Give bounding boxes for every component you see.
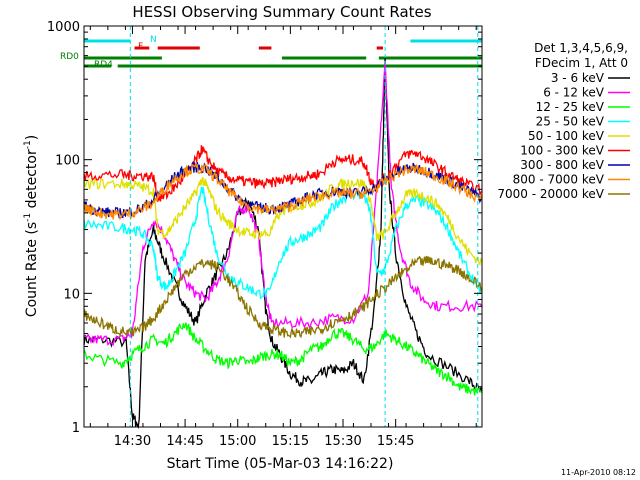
y-axis-label-sup2: -1 (23, 140, 33, 149)
y-tick-label-4: 1000 (47, 20, 80, 35)
y-axis-label-mid: detector (24, 149, 40, 213)
y-axis-label-sup1: -1 (23, 213, 33, 222)
series-line-8 (83, 162, 483, 221)
flag-label-f: F (138, 42, 143, 52)
y-axis-label: Count Rate (s-1 detector-1) (23, 135, 40, 317)
y-axis-label-end: ) (24, 135, 40, 140)
legend-label-6: 100 - 300 keV (520, 144, 604, 158)
legend-label-4: 25 - 50 keV (536, 115, 605, 129)
x-tick-label-6: 15:45 (377, 434, 414, 449)
series-line-3 (83, 322, 483, 396)
y-tick-label-1: 1 (72, 421, 80, 436)
x-tick-label-1: 14:30 (114, 434, 151, 449)
x-tick-label-4: 15:15 (272, 434, 309, 449)
y-tick-label-2: 10 (63, 287, 80, 302)
flag-label-n: N (150, 35, 157, 45)
legend: Det 1,3,4,5,6,9, FDecim 1, Att 0 3 - 6 k… (497, 41, 630, 201)
data-series (83, 57, 483, 430)
legend-header-line-2: FDecim 1, Att 0 (535, 56, 628, 70)
series-line-7 (83, 160, 483, 219)
flag-label-rd0: RD0 (60, 52, 79, 62)
series-line-2 (84, 61, 483, 347)
y-axis-label-main: Count Rate (s (24, 222, 40, 317)
legend-header-line-1: Det 1,3,4,5,6,9, (534, 41, 628, 55)
legend-label-2: 6 - 12 keV (543, 86, 605, 100)
x-tick-label-2: 14:45 (166, 434, 203, 449)
legend-label-9: 7000 - 20000 keV (497, 187, 604, 201)
x-tick-label-3: 15:00 (219, 434, 256, 449)
legend-label-3: 12 - 25 keV (536, 100, 605, 114)
series-line-9 (83, 255, 483, 339)
series-line-6 (83, 145, 483, 202)
axes: 1 10 100 1000 14:30 14:45 15:00 15:15 15:30 15:45 (47, 20, 482, 449)
event-vlines (129, 26, 479, 427)
status-flags: NF RD0 RD4 (60, 35, 482, 70)
timestamp: 11-Apr-2010 08:12 (561, 468, 636, 477)
legend-label-8: 800 - 7000 keV (513, 173, 605, 187)
flag-label-rd4: RD4 (94, 60, 113, 70)
x-tick-label-5: 15:30 (324, 434, 361, 449)
series-line-4 (83, 186, 483, 300)
x-axis-label: Start Time (05-Mar-03 14:16:22) (167, 456, 394, 472)
legend-label-5: 50 - 100 keV (528, 129, 605, 143)
legend-label-1: 3 - 6 keV (551, 71, 605, 85)
legend-label-7: 300 - 800 keV (520, 158, 604, 172)
chart-title: HESSI Observing Summary Count Rates (132, 3, 431, 21)
y-tick-label-3: 100 (55, 154, 80, 169)
